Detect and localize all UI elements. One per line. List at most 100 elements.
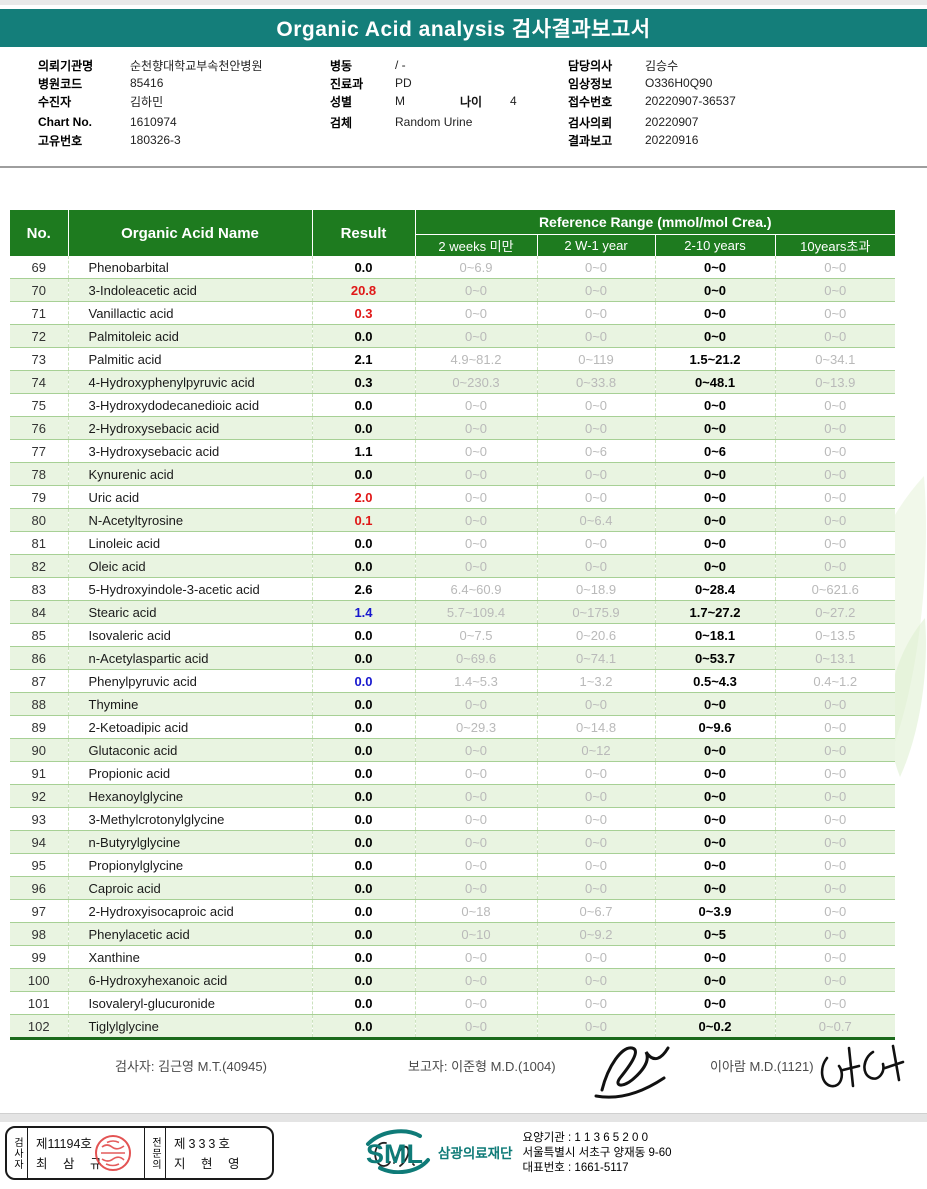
ref-cell: 0~0: [414, 968, 537, 992]
table-row: 84 Stearic acid 1.4 5.7~109.4 0~175.9 1.7~27.…: [10, 600, 895, 624]
ref-cell: 0~0: [414, 692, 537, 716]
no-cell: 101: [10, 991, 68, 1015]
info-label: 고유번호: [38, 133, 83, 148]
no-cell: 85: [10, 623, 68, 647]
info-label: 성별: [330, 94, 353, 109]
info-value: 김하민: [130, 94, 164, 109]
specialist-cert-cell: 제333호 지 현 영: [166, 1128, 415, 1178]
no-cell: 97: [10, 899, 68, 923]
info-label: 임상정보: [568, 76, 613, 91]
ref-cell: 0~0: [414, 324, 537, 348]
table-row: 70 3-Indoleacetic acid 20.8 0~0 0~0 0~0 0~0: [10, 278, 895, 302]
table-row: 86 n-Acetylaspartic acid 0.0 0~69.6 0~74.1 0~…: [10, 646, 895, 670]
result-cell: 0.0: [311, 991, 415, 1015]
reporter-text: 보고자: 이준형 M.D.(1004): [408, 1059, 556, 1074]
result-cell: 0.0: [311, 945, 415, 969]
ref-cell: 1.7~27.2: [654, 600, 775, 624]
info-label: 병동: [330, 58, 353, 73]
header-name: Organic Acid Name: [67, 210, 312, 256]
result-cell: 2.1: [311, 347, 415, 371]
ref-cell: 0~0: [654, 393, 775, 417]
result-cell: 1.1: [311, 439, 415, 463]
result-cell: 1.4: [311, 600, 415, 624]
top-strip: [0, 0, 927, 5]
ref-cell: 0~5: [654, 922, 775, 946]
ref-cell: 0~18.9: [536, 577, 655, 601]
ref-cell: 5.7~109.4: [414, 600, 537, 624]
ref-cell: 0~0: [536, 256, 655, 279]
ref-cell: 0~0: [654, 830, 775, 854]
ref-cell: 0~0: [774, 922, 895, 946]
ref-cell: 0~0: [414, 807, 537, 831]
name-cell: Oleic acid: [67, 554, 312, 578]
ref-cell: 0~0: [414, 439, 537, 463]
ref-cell: 0.4~1.2: [774, 669, 895, 693]
name-cell: 2-Ketoadipic acid: [67, 715, 312, 739]
ref-cell: 0~0.7: [774, 1014, 895, 1039]
ref-cell: 0~0: [654, 531, 775, 555]
specialist-vertical-label: 전문의: [144, 1128, 166, 1178]
ref-cell: 0~12: [536, 738, 655, 762]
ref-cell: 1.5~21.2: [654, 347, 775, 371]
no-cell: 80: [10, 508, 68, 532]
info-column-left: 의뢰기관명 순천향대학교부속천안병원 병원코드 85416 수진자 김하민 Ch…: [38, 56, 262, 149]
no-cell: 95: [10, 853, 68, 877]
ref-cell: 0~0: [414, 853, 537, 877]
info-label: 접수번호: [568, 94, 613, 109]
name-cell: 5-Hydroxyindole-3-acetic acid: [67, 577, 312, 601]
result-cell: 0.0: [311, 462, 415, 486]
name-cell: Uric acid: [67, 485, 312, 509]
ref-cell: 0~0: [536, 531, 655, 555]
info-row: 접수번호 20220907-36537: [568, 92, 736, 110]
info-label: 수진자: [38, 94, 72, 109]
table-row: 99 Xanthine 0.0 0~0 0~0 0~0 0~0: [10, 945, 895, 969]
no-cell: 70: [10, 278, 68, 302]
ref-cell: 0~0: [654, 991, 775, 1015]
ref-cell: 0~0: [654, 738, 775, 762]
result-cell: 0.0: [311, 554, 415, 578]
table-row: 92 Hexanoylglycine 0.0 0~0 0~0 0~0 0~0: [10, 784, 895, 808]
no-cell: 71: [10, 301, 68, 325]
ref-cell: 1~3.2: [536, 669, 655, 693]
ref-cell: 0~3.9: [654, 899, 775, 923]
info-value: 20220907: [645, 115, 699, 129]
ref-cell: 0~0: [414, 485, 537, 509]
ref-cell: 0~0: [536, 761, 655, 785]
info-column-right: 담당의사 김승수 임상정보 O336H0Q90 접수번호 20220907-36…: [568, 56, 736, 149]
sml-logo-text: SML: [366, 1139, 423, 1169]
info-value: O336H0Q90: [645, 76, 713, 90]
result-cell: 0.0: [311, 324, 415, 348]
ref-cell: 0~0: [536, 1014, 655, 1039]
result-cell: 0.0: [311, 784, 415, 808]
ref-cell: 0~9.6: [654, 715, 775, 739]
no-cell: 87: [10, 669, 68, 693]
director-signature-icon: [820, 1044, 905, 1088]
ref-cell: 0~0: [774, 991, 895, 1015]
result-cell: 0.3: [311, 370, 415, 394]
header-ref-2-10years: 2-10 years: [654, 234, 775, 256]
ref-cell: 0~0: [414, 784, 537, 808]
org-line3: 대표번호 : 1661-5117: [522, 1162, 629, 1174]
table-row: 80 N-Acetyltyrosine 0.1 0~0 0~6.4 0~0 0~0: [10, 508, 895, 532]
info-value: 180326-3: [130, 133, 181, 147]
organization-block: SML 삼광의료재단 요양기관 : 1 1 3 6 5 2 0 0 서울특별시 …: [362, 1128, 672, 1176]
examiner-cert-cell: 제11194호 최 삼 규: [28, 1128, 144, 1178]
table-row: 82 Oleic acid 0.0 0~0 0~0 0~0 0~0: [10, 554, 895, 578]
ref-cell: 0~0: [536, 853, 655, 877]
ref-cell: 4.9~81.2: [414, 347, 537, 371]
info-value: Random Urine: [395, 115, 473, 129]
footer-divider: [0, 1113, 927, 1122]
ref-cell: 0~0: [774, 715, 895, 739]
examiner-text: 검사자: 김근영 M.T.(40945): [115, 1059, 267, 1074]
info-label: Chart No.: [38, 115, 92, 129]
table-row: 71 Vanillactic acid 0.3 0~0 0~0 0~0 0~0: [10, 301, 895, 325]
name-cell: Phenylacetic acid: [67, 922, 312, 946]
ref-cell: 0~0: [654, 853, 775, 877]
page-title: Organic Acid analysis 검사결과보고서: [276, 18, 651, 41]
result-cell: 0.0: [311, 715, 415, 739]
no-cell: 81: [10, 531, 68, 555]
name-cell: Xanthine: [67, 945, 312, 969]
result-cell: 0.0: [311, 761, 415, 785]
cert-name: 최 삼 규: [36, 1156, 108, 1171]
